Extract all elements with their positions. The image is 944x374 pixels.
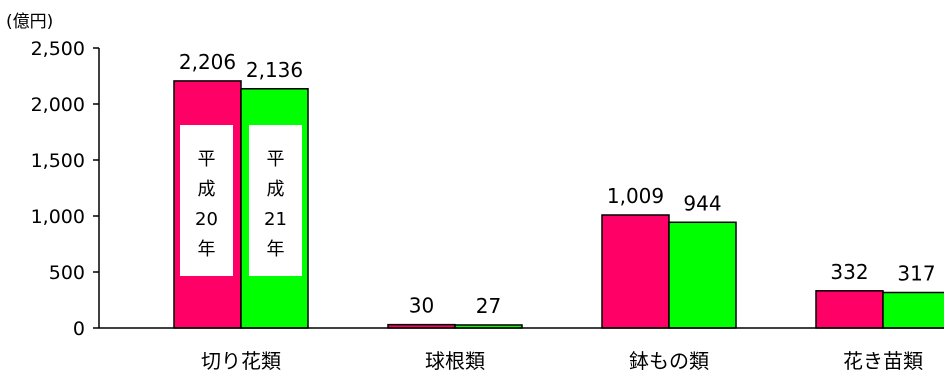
data-label: 2,136 [246,58,303,82]
legend-text: 成 [267,179,285,200]
legend-text: 平 [267,149,285,170]
data-label: 27 [476,294,501,318]
data-label: 1,009 [607,184,664,208]
bar [882,291,944,329]
x-category-label: 球根類 [425,349,485,373]
y-tick-label: 1,000 [31,206,85,228]
bar [815,290,884,329]
legend-text: 21 [264,209,287,230]
legend-box [249,125,302,276]
data-label: 317 [897,261,935,285]
legend-item: 平成 20 年 [180,125,233,276]
legend-text: 平 [198,149,216,170]
y-axis: 0 500 1,000 1,500 2,000 2,500 [31,38,100,340]
y-tick-label: 500 [49,262,85,284]
data-label: 332 [830,260,868,284]
x-axis: 切り花類 球根類 鉢もの類 花き苗類 [99,327,944,373]
legend-box [180,125,233,276]
y-tick-label: 2,500 [31,38,85,60]
x-category-label: 鉢もの類 [629,349,709,373]
bar [668,221,737,329]
legend-text: 年 [267,239,285,260]
bar [601,214,670,329]
data-label: 2,206 [179,50,236,74]
x-category-label: 花き苗類 [843,349,923,373]
legend-item: 平成 21 年 [249,125,302,276]
legend-text: 20 [195,209,218,230]
y-axis-unit-label: (億円) [6,12,53,32]
data-label: 944 [683,191,721,215]
y-tick-label: 0 [73,318,85,340]
data-labels: 2,206 2,136 30 27 1,009 944 332 317 [179,50,936,318]
legend-text: 成 [198,179,216,200]
legend-text: 年 [198,239,216,260]
data-label: 30 [409,294,434,318]
y-tick-label: 1,500 [31,150,85,172]
y-tick-label: 2,000 [31,94,85,116]
x-category-label: 切り花類 [201,349,281,373]
